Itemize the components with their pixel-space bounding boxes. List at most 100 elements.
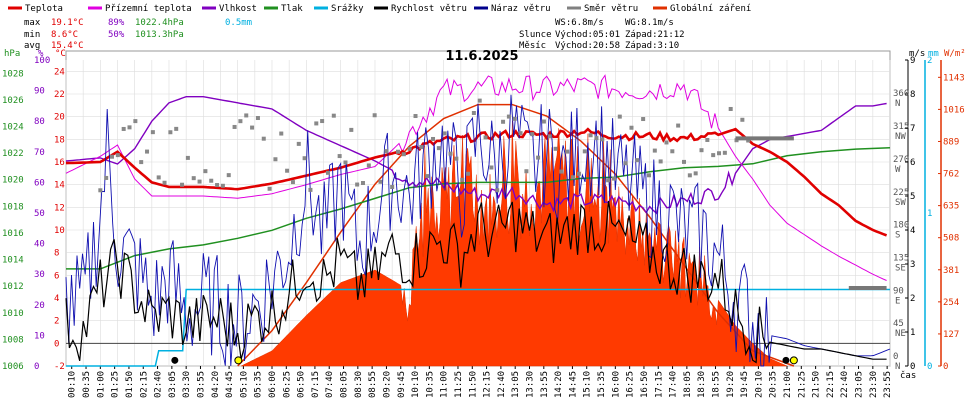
tick-label-dir-name: N [895, 99, 900, 109]
tick-label-hpa: 1028 [2, 69, 24, 79]
wind-direction-point [296, 141, 301, 146]
tick-label-hpa: 1024 [2, 123, 24, 133]
axis-unit-w: W/m² [944, 49, 966, 59]
tick-label-time: 03:05 [168, 371, 178, 398]
wind-direction-point [191, 176, 196, 181]
wind-direction-point [244, 113, 249, 118]
legend-label-teplota: Teplota [25, 4, 63, 14]
wind-direction-point [343, 160, 348, 165]
wind-direction-point [740, 117, 745, 122]
wind-direction-point [553, 146, 558, 151]
wind-direction-point [431, 136, 436, 141]
stats-avg-temp: 15.4°C [51, 41, 84, 51]
tick-label-c: -2 [54, 362, 65, 372]
tick-label-time: 16:25 [626, 371, 636, 398]
tick-label-time: 11:00 [440, 371, 450, 398]
tick-label-time: 13:05 [511, 371, 521, 398]
wind-direction-point [547, 134, 552, 139]
sun-rise: Východ:05:01 [555, 30, 620, 40]
tick-label-time: 03:30 [182, 371, 192, 398]
legend-label-naraz-vetru: Náraz větru [491, 4, 551, 14]
wind-direction-point [150, 130, 155, 135]
wind-direction-point [629, 125, 634, 130]
wind-direction-point [477, 98, 482, 103]
legend: Teplota Přízemní teplota Vlhkost Tlak Sr… [8, 4, 751, 14]
sun-label: Slunce [519, 30, 552, 40]
tick-label-time: 18:30 [697, 371, 707, 398]
wind-direction-point [728, 106, 733, 111]
wind-direction-point [174, 126, 179, 131]
wind-direction-point [110, 154, 115, 159]
wind-direction-point [436, 146, 441, 151]
wind-direction-point [611, 176, 616, 181]
wind-direction-point [238, 119, 243, 124]
tick-label-time: 00:35 [82, 371, 92, 398]
wind-direction-point [442, 131, 447, 136]
tick-label-time: 14:20 [554, 371, 564, 398]
tick-label-c: 10 [54, 226, 65, 236]
wind-direction-point [349, 127, 354, 132]
tick-label-mm: 1 [927, 209, 932, 219]
tick-label-time: 01:25 [111, 371, 121, 398]
sun-set: Západ:21:12 [625, 30, 685, 40]
tick-label-c: 24 [54, 67, 65, 77]
tick-label-time: 15:35 [597, 371, 607, 398]
wind-direction-point [366, 163, 371, 168]
tick-label-time: 12:40 [497, 371, 507, 398]
series-global-radiation [240, 120, 788, 367]
series-wind-gust [65, 94, 891, 367]
wind-direction-point [530, 132, 535, 137]
tick-label-dir-name: SE [895, 263, 906, 273]
wind-direction-point [104, 175, 109, 180]
tick-label-time: 14:45 [568, 371, 578, 398]
tick-label-ms: 3 [910, 260, 915, 270]
tick-label-dir: 360 [893, 89, 909, 99]
tick-label-ms: 8 [910, 90, 915, 100]
tick-label-time: 02:15 [139, 371, 149, 398]
tick-label-dir-name: S [895, 231, 900, 241]
tick-label-w: 508 [943, 234, 959, 244]
series-rain [66, 288, 890, 367]
tick-label-time: 13:55 [540, 371, 550, 398]
tick-label-pct: 90 [34, 87, 45, 97]
wind-direction-point [483, 135, 488, 140]
tick-label-dir-name: N [895, 362, 900, 372]
tick-label-time: 08:30 [354, 371, 364, 398]
tick-label-pct: 0 [34, 362, 39, 372]
wind-direction-point [168, 130, 173, 135]
tick-label-time: 20:35 [769, 371, 779, 398]
wind-direction-point [390, 185, 395, 190]
wind-direction-point [273, 157, 278, 162]
series-humidity [65, 96, 887, 215]
wind-direction-point [489, 165, 494, 170]
wind-direction-point [518, 131, 523, 136]
wind-direction-point [658, 159, 663, 164]
wind-direction-point [524, 169, 529, 174]
stats-min-temp: 8.6°C [51, 30, 78, 40]
tick-label-dir: 270 [893, 155, 909, 165]
wind-direction-point [255, 116, 260, 121]
wind-direction-point [541, 119, 546, 124]
stats-min-label: min [24, 30, 40, 40]
tick-label-dir: 135 [893, 253, 909, 263]
wind-direction-point [215, 183, 220, 188]
tick-label-w: 381 [943, 266, 959, 276]
tick-label-time: 12:15 [483, 371, 493, 398]
moon-set: Západ:3:10 [625, 41, 679, 51]
tick-label-dir-name: E [895, 296, 900, 306]
tick-label-c: 2 [54, 317, 59, 327]
sunrise-marker [234, 356, 243, 365]
stats-min-press: 1013.3hPa [135, 30, 184, 40]
wind-direction-point [746, 138, 751, 143]
tick-label-time: 08:05 [340, 371, 350, 398]
stats-avg-label: avg [24, 41, 40, 51]
tick-label-time: 05:10 [239, 371, 249, 398]
tick-label-hpa: 1018 [2, 202, 24, 212]
tick-label-dir: 0 [893, 352, 898, 362]
wind-direction-point [203, 169, 208, 174]
tick-label-w: 127 [943, 330, 959, 340]
tick-label-dir-name: NE [895, 329, 906, 339]
stats-max-rain: 0.5mm [225, 18, 252, 28]
tick-label-w: 1016 [943, 105, 965, 115]
